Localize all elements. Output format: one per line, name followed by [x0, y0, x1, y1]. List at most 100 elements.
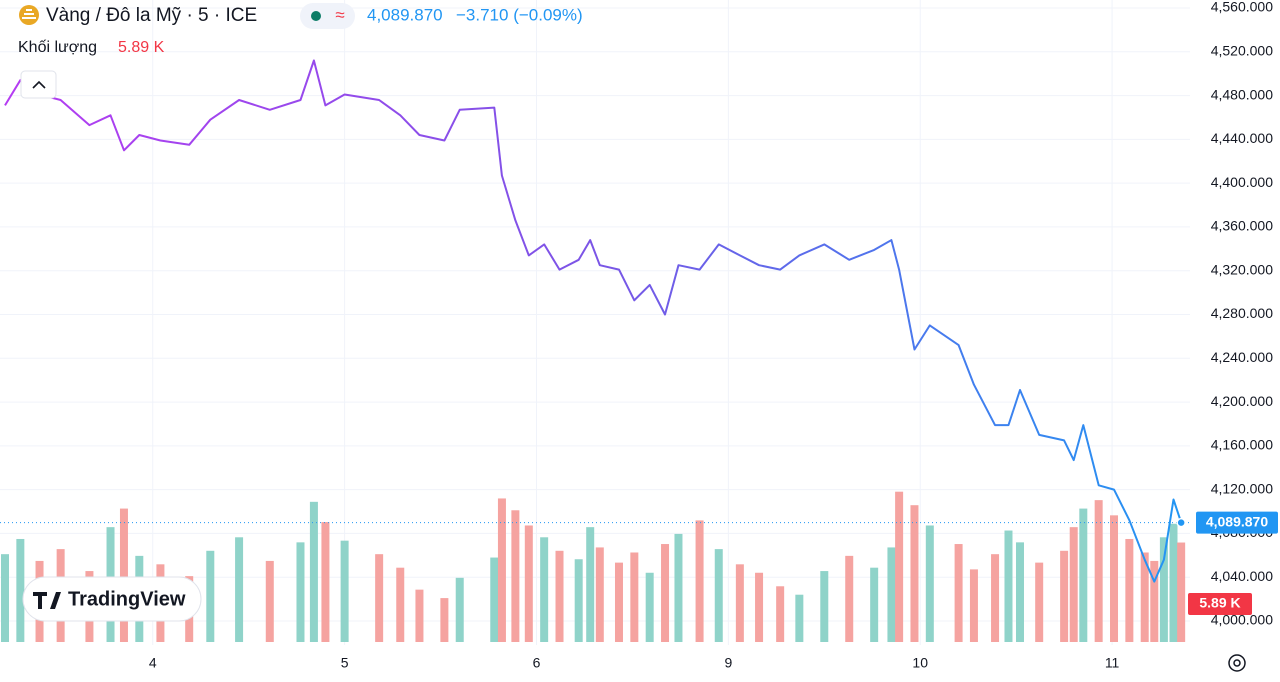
logo-pill[interactable]: [22, 576, 202, 622]
volume-bar: [440, 598, 449, 642]
y-tick-label: 4,440.000: [1211, 130, 1273, 146]
last-price: 4,089.870: [367, 5, 443, 24]
volume-bar: [497, 498, 506, 642]
volume-bar: [490, 557, 499, 642]
last-price-tag-label: 4,089.870: [1206, 513, 1268, 529]
volume-bar: [586, 527, 595, 642]
volume-bar: [1177, 542, 1186, 642]
volume-bar: [455, 577, 464, 642]
x-tick-label: 6: [533, 655, 541, 671]
volume-bar: [206, 550, 215, 642]
volume-bar: [1004, 530, 1013, 642]
price-axis: [1190, 0, 1280, 682]
x-tick-label: 4: [149, 655, 157, 671]
volume-bar: [645, 572, 654, 642]
collapse-button[interactable]: [20, 70, 57, 99]
volume-bar: [1169, 523, 1178, 642]
y-tick-label: 4,520.000: [1211, 42, 1273, 58]
y-tick-label: 4,000.000: [1211, 612, 1273, 628]
price-line-group: [0, 59, 1190, 583]
y-tick-label: 4,560.000: [1211, 0, 1273, 15]
volume-bar: [511, 510, 520, 642]
volume-bar: [340, 540, 349, 642]
volume-bar: [969, 569, 978, 642]
volume-bar: [776, 586, 785, 642]
volume-tag-label: 5.89 K: [1199, 595, 1240, 611]
volume-bar: [16, 538, 25, 642]
volume-bar: [1069, 527, 1078, 642]
x-tick-label: 9: [724, 655, 732, 671]
volume-bar: [870, 567, 879, 642]
y-tick-label: 4,480.000: [1211, 86, 1273, 102]
volume-bar: [895, 491, 904, 642]
volume-bar: [1060, 550, 1069, 642]
settings-icon: [1233, 659, 1241, 667]
y-tick-label: 4,040.000: [1211, 568, 1273, 584]
volume-bar: [1, 554, 9, 642]
volume-bar: [614, 562, 623, 642]
data-status: ≈: [335, 5, 344, 24]
y-tick-label: 4,400.000: [1211, 174, 1273, 190]
y-tick-label: 4,200.000: [1211, 393, 1273, 409]
volume-bar: [296, 542, 305, 642]
volume-bar: [1094, 500, 1103, 642]
y-tick-label: 4,320.000: [1211, 261, 1273, 277]
volume-bar: [714, 549, 723, 642]
market-status-dot: [311, 11, 321, 21]
x-tick-label: 10: [912, 655, 928, 671]
volume-bar: [1015, 542, 1024, 642]
volume-bar: [524, 525, 533, 642]
y-tick-label: 4,120.000: [1211, 480, 1273, 496]
symbol-title[interactable]: Vàng / Đô la Mỹ · 5 · ICE: [46, 5, 257, 26]
volume-bar: [925, 525, 934, 642]
volume-bar: [887, 547, 896, 642]
volume-bar: [321, 522, 330, 642]
volume-bar: [595, 547, 604, 642]
volume-bar: [1079, 508, 1088, 642]
volume-bar: [309, 501, 318, 642]
volume-bar: [1159, 537, 1168, 642]
volume-bar: [265, 560, 274, 642]
volume-bar: [954, 544, 963, 642]
x-tick-label: 5: [341, 655, 349, 671]
status-pill[interactable]: [300, 3, 355, 29]
volume-bar: [235, 537, 244, 642]
volume-bar: [910, 505, 919, 642]
price-change: −3.710 (−0.09%): [456, 5, 583, 24]
volume-bar: [991, 554, 1000, 642]
volume-bar: [396, 567, 405, 642]
y-tick-label: 4,280.000: [1211, 305, 1273, 321]
symbol-icon-mark: [22, 9, 36, 19]
volume-bar: [661, 544, 670, 642]
logo-text: TradingView: [68, 588, 186, 610]
chevron-icon: [32, 80, 46, 89]
volume-bar: [695, 520, 704, 642]
last-price-tag: [1196, 511, 1278, 534]
settings-button[interactable]: [1228, 654, 1246, 672]
volume-bar: [820, 571, 829, 642]
y-tick-label: 4,240.000: [1211, 349, 1273, 365]
last-price-dot: [1176, 517, 1186, 528]
volume-bar: [119, 508, 128, 642]
volume-bar: [845, 555, 854, 642]
volume-bar: [795, 594, 804, 642]
volume-value: 5.89 K: [118, 39, 165, 56]
volume-bar: [674, 533, 683, 642]
volume-bar: [1125, 538, 1134, 642]
volume-bar: [375, 554, 384, 642]
volume-bar: [1110, 515, 1119, 642]
grid: [0, 0, 1190, 645]
axis-labels: 4,000.0004,040.0004,080.0004,120.0004,16…: [149, 0, 1278, 671]
y-tick-label: 4,360.000: [1211, 218, 1273, 234]
volume-bar: [1150, 560, 1159, 642]
volume-bar: [630, 552, 639, 642]
y-tick-label: 4,160.000: [1211, 437, 1273, 453]
volume-bar: [574, 559, 583, 642]
volume-bar: [555, 550, 564, 642]
price-line: [4, 59, 1183, 583]
volume-bar: [735, 564, 744, 642]
volume-bar: [540, 537, 549, 642]
volume-bar: [1035, 562, 1044, 642]
volume-bar: [755, 572, 764, 642]
